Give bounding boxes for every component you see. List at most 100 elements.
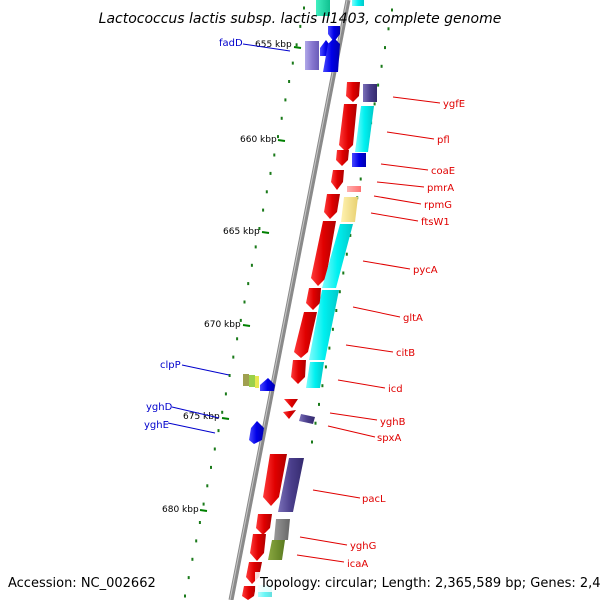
leader-line [345, 344, 394, 353]
topology-text: Topology: circular; Length: 2,365,589 bp… [259, 576, 600, 591]
gene-arrow-blue[interactable] [323, 38, 340, 72]
gene-feature-purple[interactable] [363, 84, 377, 102]
genome-backbone-highlight [229, 0, 348, 600]
footer-bg [255, 572, 600, 592]
gene-arrow-red[interactable] [294, 312, 317, 358]
track-dot [224, 392, 227, 396]
gene-arrow-red[interactable] [283, 410, 296, 419]
track-dot [228, 374, 231, 377]
gene-feature-purple[interactable] [278, 458, 304, 512]
gene-arrow-red[interactable] [346, 82, 360, 102]
track-dot [269, 171, 272, 175]
gene-feature-olive[interactable] [243, 374, 249, 386]
tick-mark [221, 417, 230, 420]
leader-line [242, 43, 291, 52]
leader-line [181, 364, 230, 376]
gene-arrow-red[interactable] [250, 534, 266, 561]
gene-track-left[interactable] [243, 374, 275, 444]
gene-arrow-red[interactable] [306, 288, 321, 310]
track-dot [331, 327, 334, 331]
track-dot [349, 233, 352, 237]
track-dot [243, 300, 246, 304]
gene-feature-cyan[interactable] [306, 362, 324, 388]
track-dot [359, 177, 362, 181]
gene-label[interactable]: pmrA [427, 183, 454, 194]
gene-track-right[interactable] [242, 82, 377, 600]
leader-line [376, 181, 425, 188]
gene-arrow-red[interactable] [246, 562, 262, 584]
gene-feature-olive[interactable] [268, 540, 285, 560]
gene-feature-cyan[interactable] [322, 224, 353, 288]
gene-label[interactable]: yghE [144, 420, 169, 431]
leader-line [352, 306, 401, 318]
gene-feature-cyan-top[interactable] [352, 0, 364, 6]
gene-arrow-red[interactable] [291, 360, 306, 384]
track-dot [184, 594, 186, 598]
gene-arrow-red[interactable] [256, 514, 272, 535]
track-dot [284, 98, 287, 102]
gene-label[interactable]: fadD [219, 38, 243, 49]
gene-feature-lime[interactable] [249, 375, 255, 387]
track-dot [232, 355, 235, 359]
tick-label: 655 kbp [255, 40, 292, 50]
gene-arrow-blue[interactable] [249, 421, 264, 444]
gene-feature-blue[interactable] [352, 153, 366, 167]
leader-line [296, 554, 345, 563]
gene-feature-purple[interactable] [299, 414, 315, 424]
gene-arrow-red[interactable] [339, 104, 357, 152]
gene-arrow-blue[interactable] [328, 26, 340, 42]
gene-feature-teal[interactable] [316, 0, 330, 16]
gene-label[interactable]: yghD [146, 402, 173, 413]
gene-feature-cyan[interactable] [309, 290, 339, 360]
gene-arrow-red[interactable] [263, 454, 287, 506]
gene-label[interactable]: pfl [437, 135, 450, 146]
gene-feature-lavender[interactable] [305, 41, 319, 70]
gene-label[interactable]: yghB [380, 417, 406, 428]
gene-arrow-red[interactable] [311, 221, 336, 286]
gene-feature-grey[interactable] [274, 519, 290, 540]
track-dot [202, 502, 205, 506]
track-dot [342, 271, 345, 275]
top-gene-cluster[interactable] [305, 0, 364, 72]
tick-mark [261, 231, 270, 234]
leader-line [312, 489, 361, 499]
track-dot [277, 135, 279, 139]
leader-line [380, 163, 429, 171]
track-dot [303, 6, 305, 10]
gene-label[interactable]: gltA [403, 313, 423, 324]
gene-label[interactable]: ygfE [443, 99, 465, 110]
map-title: Lactococcus lactis subsp. lactis Il1403,… [99, 11, 502, 27]
gene-feature-yellow[interactable] [255, 376, 259, 388]
track-dot [373, 102, 376, 106]
gene-label[interactable]: icd [388, 384, 403, 395]
gene-label[interactable]: coaE [431, 166, 455, 177]
track-dot [387, 27, 390, 31]
gene-arrow-red[interactable] [336, 150, 349, 166]
gene-arrow-red[interactable] [284, 399, 298, 408]
gene-arrow-blue[interactable] [260, 378, 275, 391]
gene-labels-right: ygfE pfl coaE pmrA rpmG ftsW1 pycA gltA … [296, 96, 465, 570]
track-dot [239, 318, 242, 322]
gene-label[interactable]: clpP [160, 360, 181, 371]
gene-label[interactable]: citB [396, 348, 415, 359]
track-dot [295, 43, 298, 47]
gene-label[interactable]: ftsW1 [421, 217, 450, 228]
gene-label[interactable]: pacL [362, 494, 386, 505]
gene-label[interactable]: pycA [413, 265, 438, 276]
gene-label[interactable]: rpmG [424, 200, 452, 211]
gene-feature-cyan[interactable] [355, 106, 374, 152]
track-dot [254, 245, 257, 249]
gene-label[interactable]: yghG [350, 541, 376, 552]
gene-label[interactable]: spxA [377, 433, 401, 444]
track-dot [391, 8, 393, 12]
track-dot [345, 252, 348, 256]
gene-arrow-red[interactable] [331, 170, 344, 190]
track-dot [384, 46, 386, 50]
gene-arrow-red[interactable] [324, 194, 340, 219]
gene-label[interactable]: icaA [347, 559, 368, 570]
tick-mark [293, 46, 302, 49]
gene-feature-khaki[interactable] [341, 197, 358, 222]
track-dot [328, 346, 331, 350]
gene-feature-pink[interactable] [347, 186, 361, 192]
gene-arrow-red[interactable] [242, 586, 256, 600]
